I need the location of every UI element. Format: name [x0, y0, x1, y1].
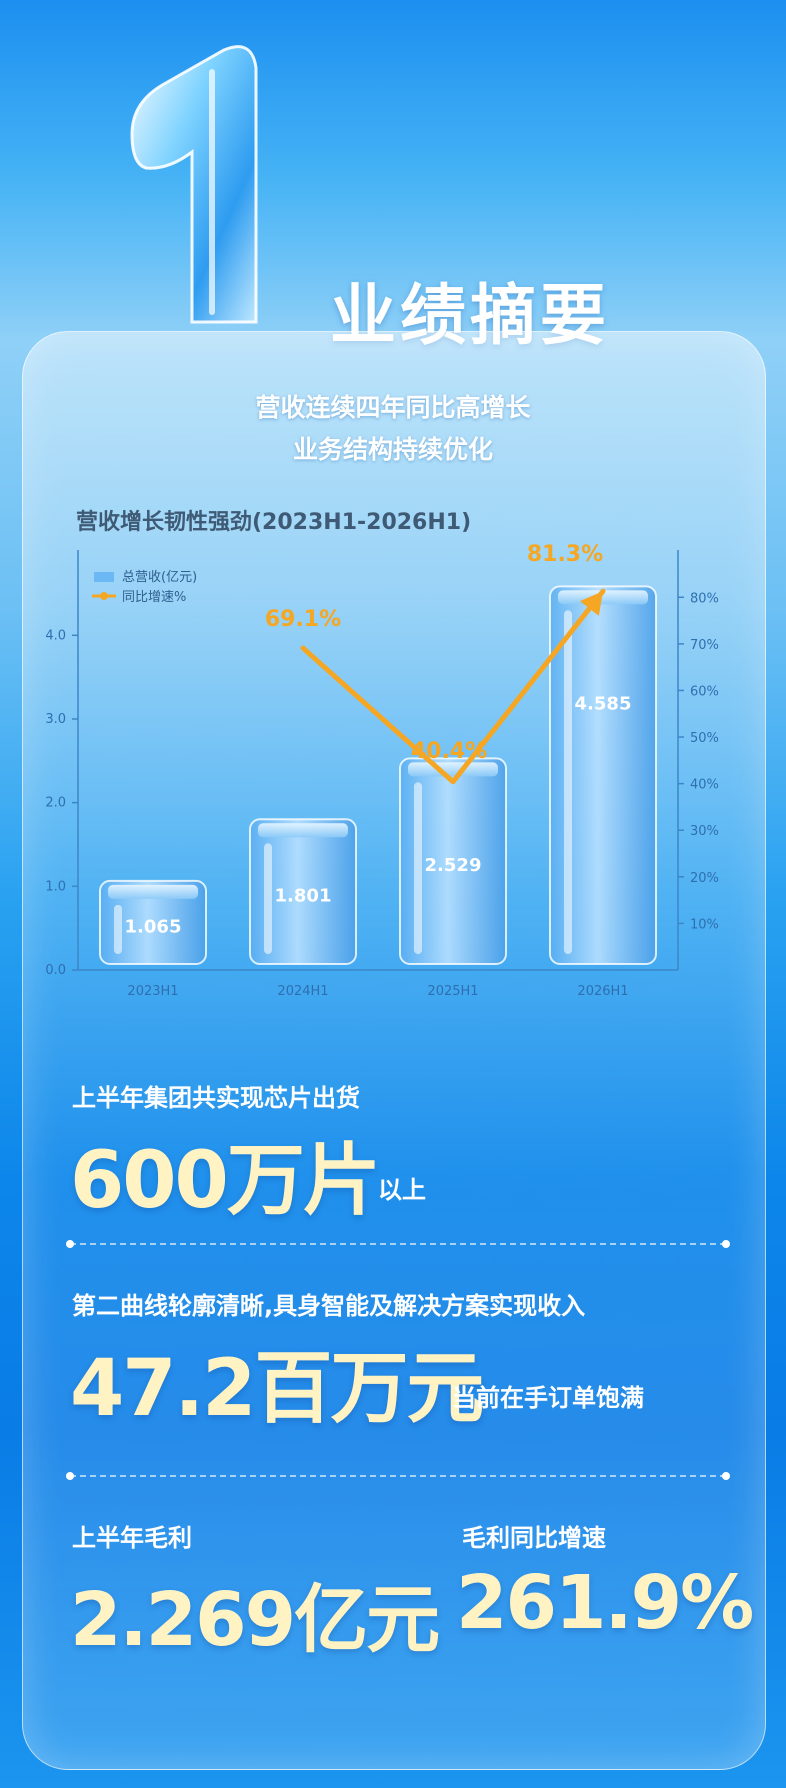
shipment-note: 以上	[378, 1176, 426, 1204]
growth-value-label: 81.3%	[527, 542, 603, 567]
y-left-tick-label: 1.0	[45, 879, 66, 894]
x-tick-label: 2024H1	[277, 984, 328, 999]
bar-value-label: 4.585	[575, 694, 632, 715]
legend-line-label: 同比增速%	[122, 590, 186, 605]
growth-value-label: 40.4%	[411, 739, 487, 764]
gross-profit-value: 2.269亿元	[70, 1577, 440, 1663]
headline-line-1: 营收连续四年同比高增长	[255, 393, 531, 422]
bar: 4.585	[549, 585, 657, 965]
shipment-label: 上半年集团共实现芯片出货	[72, 1084, 360, 1112]
gross-growth-value: 261.9%	[456, 1560, 754, 1646]
section-title: 业绩摘要	[330, 277, 610, 354]
second-curve-value: 47.2百万元	[70, 1344, 484, 1434]
bar-top	[408, 762, 498, 777]
growth-line	[300, 588, 606, 785]
growth-arrowhead	[579, 591, 603, 616]
y-left-tick-label: 3.0	[45, 712, 66, 727]
bar: 2.529	[399, 757, 507, 965]
bar-body	[249, 818, 357, 965]
bar-top	[108, 884, 198, 899]
y-left-tick-label: 2.0	[45, 796, 66, 811]
y-right-tick-label: 30%	[690, 824, 719, 839]
gross-profit-label: 上半年毛利	[72, 1524, 192, 1552]
y-left-tick-label: 0.0	[45, 963, 66, 978]
legend-line-marker	[100, 592, 108, 600]
bar-shine	[264, 843, 272, 954]
y-right-tick-label: 60%	[690, 684, 719, 699]
gross-growth-label: 毛利同比增速	[462, 1524, 606, 1552]
divider-2	[66, 1472, 730, 1480]
bar-body	[399, 757, 507, 965]
x-tick-label: 2025H1	[427, 984, 478, 999]
y-right-tick-label: 20%	[690, 871, 719, 886]
x-tick-label: 2026H1	[577, 984, 628, 999]
shipment-value: 600万片	[70, 1136, 381, 1226]
headline-line-2: 业务结构持续优化	[292, 435, 493, 464]
bar-value-label: 1.801	[275, 886, 332, 907]
second-curve-label: 第二曲线轮廓清晰,具身智能及解决方案实现收入	[72, 1292, 586, 1320]
bar-shine	[114, 904, 122, 954]
y-right-tick-label: 80%	[690, 591, 719, 606]
y-left-tick-label: 4.0	[45, 628, 66, 643]
bar-value-label: 2.529	[425, 855, 482, 876]
y-right-tick-label: 40%	[690, 778, 719, 793]
x-tick-label: 2023H1	[127, 984, 178, 999]
bar-value-label: 1.065	[125, 916, 182, 937]
y-right-tick-label: 70%	[690, 638, 719, 653]
legend-bar-swatch	[94, 572, 114, 582]
growth-value-label: 69.1%	[265, 607, 341, 632]
y-right-tick-label: 50%	[690, 731, 719, 746]
bar: 1.801	[249, 818, 357, 965]
bar-body	[99, 879, 207, 965]
bar-shine	[564, 610, 572, 954]
bar-top	[258, 823, 348, 838]
summary-card	[22, 331, 766, 1770]
bar-shine	[414, 782, 422, 954]
bar: 1.065	[99, 879, 207, 965]
y-right-tick-label: 10%	[690, 917, 719, 932]
second-curve-note: 当前在手订单饱满	[452, 1384, 644, 1412]
section-number-graphic	[130, 45, 258, 324]
divider-1	[66, 1240, 730, 1248]
legend-bar-label: 总营收(亿元)	[122, 570, 197, 585]
chart-title: 营收增长韧性强劲(2023H1-2026H1)	[76, 510, 472, 535]
revenue-growth-chart: 0.0 1.0 2.0 3.0 4.0 10% 20% 30% 40% 50% 60% 70% 80% 2…	[45, 542, 719, 999]
bar-body	[549, 585, 657, 965]
